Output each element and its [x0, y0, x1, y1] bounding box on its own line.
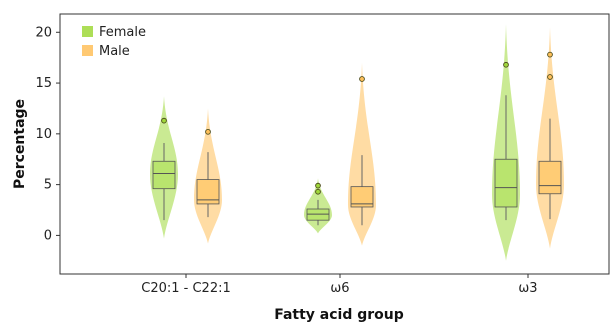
axes: 0 5 10 15 20 C20:1 - C22:1 ω6 ω3: [35, 13, 610, 296]
y-tick-label: 15: [35, 76, 52, 91]
x-tick-label: C20:1 - C22:1: [141, 281, 231, 296]
outlier-point: [205, 128, 211, 135]
y-axis-title: Percentage: [12, 99, 28, 189]
x-tick-label: ω6: [330, 281, 349, 296]
box-male: [196, 179, 220, 205]
legend: Female Male: [82, 25, 146, 59]
outlier-point: [161, 117, 167, 124]
violin-group-male: [194, 108, 222, 244]
box-male: [350, 186, 374, 208]
y-tick-label: 5: [44, 178, 52, 193]
y-tick-label: 10: [35, 127, 52, 142]
violin-group-male: [536, 27, 564, 249]
y-tick-label: 0: [44, 228, 52, 243]
violin-group-female: [492, 24, 520, 261]
y-tick-label: 20: [35, 25, 52, 40]
box-male: [538, 160, 562, 195]
outlier-point: [547, 51, 553, 58]
legend-label-male: Male: [99, 44, 130, 59]
outlier-point: [547, 74, 553, 80]
legend-label-female: Female: [99, 25, 146, 40]
outlier-point: [503, 61, 509, 68]
plot-area: [150, 24, 564, 261]
legend-swatch-male: [82, 45, 93, 56]
outlier-point: [315, 188, 321, 195]
plot-frame: [59, 13, 610, 275]
x-axis-title: Fatty acid group: [274, 307, 404, 322]
x-tick-label: ω3: [518, 281, 537, 296]
violin-group-male: [348, 62, 376, 246]
outlier-point: [315, 182, 321, 189]
violin-group-female: [150, 96, 178, 239]
box-female: [494, 158, 518, 208]
box-female: [152, 160, 176, 190]
box-female: [306, 208, 330, 221]
legend-swatch-female: [82, 26, 93, 37]
violin-group-female: [304, 178, 332, 234]
outlier-point: [359, 76, 365, 82]
